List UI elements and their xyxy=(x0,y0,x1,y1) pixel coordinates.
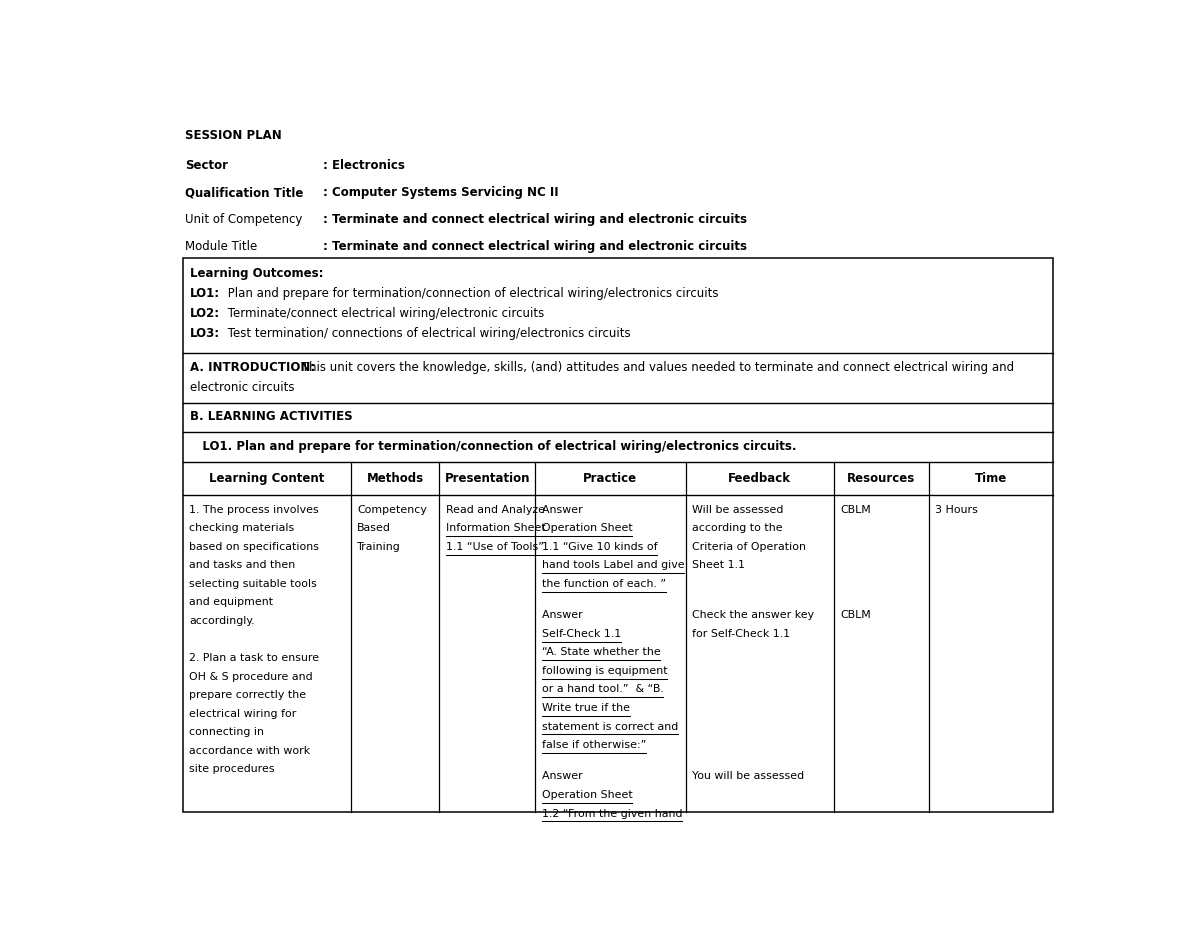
Text: accordance with work: accordance with work xyxy=(190,746,310,756)
Text: site procedures: site procedures xyxy=(190,765,275,774)
Text: or a hand tool.”  & “B.: or a hand tool.” & “B. xyxy=(541,684,664,694)
Text: Training: Training xyxy=(358,541,401,552)
Text: Write true if the: Write true if the xyxy=(541,703,630,713)
Text: Answer: Answer xyxy=(541,610,586,620)
Text: Self-Check 1.1: Self-Check 1.1 xyxy=(541,629,620,639)
Text: Sheet 1.1: Sheet 1.1 xyxy=(692,560,745,570)
Text: 1.1 “Use of Tools”: 1.1 “Use of Tools” xyxy=(446,541,544,552)
Text: “A. State whether the: “A. State whether the xyxy=(541,647,660,657)
Text: based on specifications: based on specifications xyxy=(190,541,319,552)
Text: Check the answer key: Check the answer key xyxy=(692,610,815,620)
Text: the function of each. ”: the function of each. ” xyxy=(541,578,666,589)
Text: Sector: Sector xyxy=(185,159,228,172)
Text: LO1. Plan and prepare for termination/connection of electrical wiring/electronic: LO1. Plan and prepare for termination/co… xyxy=(190,439,797,452)
Text: statement is correct and: statement is correct and xyxy=(541,721,678,731)
Text: This unit covers the knowledge, skills, (and) attitudes and values needed to ter: This unit covers the knowledge, skills, … xyxy=(298,362,1014,375)
Text: Learning Outcomes:: Learning Outcomes: xyxy=(190,267,324,280)
Text: : Electronics: : Electronics xyxy=(323,159,404,172)
Text: : Terminate and connect electrical wiring and electronic circuits: : Terminate and connect electrical wirin… xyxy=(323,240,746,253)
Text: following is equipment: following is equipment xyxy=(541,666,667,676)
Text: Practice: Practice xyxy=(583,472,637,485)
Text: LO1:: LO1: xyxy=(190,286,220,299)
Text: Feedback: Feedback xyxy=(728,472,791,485)
Text: Answer: Answer xyxy=(541,771,586,781)
Text: B. LEARNING ACTIVITIES: B. LEARNING ACTIVITIES xyxy=(190,411,353,424)
Text: false if otherwise:”: false if otherwise:” xyxy=(541,740,646,750)
Text: Resources: Resources xyxy=(847,472,916,485)
Text: LO2:: LO2: xyxy=(190,307,220,320)
Text: Terminate/connect electrical wiring/electronic circuits: Terminate/connect electrical wiring/elec… xyxy=(224,307,545,320)
Text: 1. The process involves: 1. The process involves xyxy=(190,504,319,514)
Text: Based: Based xyxy=(358,523,391,533)
Bar xyxy=(182,259,1054,812)
Text: Learning Content: Learning Content xyxy=(209,472,324,485)
Text: SESSION PLAN: SESSION PLAN xyxy=(185,129,282,142)
Text: accordingly.: accordingly. xyxy=(190,616,254,626)
Text: Unit of Competency: Unit of Competency xyxy=(185,213,302,226)
Text: electrical wiring for: electrical wiring for xyxy=(190,708,296,718)
Text: and tasks and then: and tasks and then xyxy=(190,560,295,570)
Text: : Computer Systems Servicing NC II: : Computer Systems Servicing NC II xyxy=(323,186,559,199)
Text: for Self-Check 1.1: for Self-Check 1.1 xyxy=(692,629,791,639)
Text: LO3:: LO3: xyxy=(190,327,220,340)
Text: Methods: Methods xyxy=(366,472,424,485)
Text: 1.1 “Give 10 kinds of: 1.1 “Give 10 kinds of xyxy=(541,541,658,552)
Text: and equipment: and equipment xyxy=(190,597,274,607)
Text: 3 Hours: 3 Hours xyxy=(935,504,978,514)
Text: Read and Analyze: Read and Analyze xyxy=(446,504,545,514)
Text: checking materials: checking materials xyxy=(190,523,294,533)
Text: You will be assessed: You will be assessed xyxy=(692,771,804,781)
Text: connecting in: connecting in xyxy=(190,728,264,737)
Text: Qualification Title: Qualification Title xyxy=(185,186,304,199)
Text: according to the: according to the xyxy=(692,523,782,533)
Text: hand tools Label and give: hand tools Label and give xyxy=(541,560,684,570)
Text: Operation Sheet: Operation Sheet xyxy=(541,523,632,533)
Text: OH & S procedure and: OH & S procedure and xyxy=(190,671,313,681)
Text: Presentation: Presentation xyxy=(444,472,530,485)
Text: Plan and prepare for termination/connection of electrical wiring/electronics cir: Plan and prepare for termination/connect… xyxy=(224,286,719,299)
Text: Time: Time xyxy=(974,472,1007,485)
Text: Will be assessed: Will be assessed xyxy=(692,504,784,514)
Text: Operation Sheet: Operation Sheet xyxy=(541,790,632,800)
Text: selecting suitable tools: selecting suitable tools xyxy=(190,578,317,589)
Text: 1.2 “From the given hand: 1.2 “From the given hand xyxy=(541,808,682,819)
Text: : Terminate and connect electrical wiring and electronic circuits: : Terminate and connect electrical wirin… xyxy=(323,213,746,226)
Text: CBLM: CBLM xyxy=(840,504,871,514)
Text: Criteria of Operation: Criteria of Operation xyxy=(692,541,806,552)
Text: Information Sheet: Information Sheet xyxy=(446,523,546,533)
Text: Test termination/ connections of electrical wiring/electronics circuits: Test termination/ connections of electri… xyxy=(224,327,631,340)
Text: electronic circuits: electronic circuits xyxy=(190,381,294,394)
Text: Answer: Answer xyxy=(541,504,586,514)
Text: 2. Plan a task to ensure: 2. Plan a task to ensure xyxy=(190,653,319,663)
Text: A. INTRODUCTION:: A. INTRODUCTION: xyxy=(190,362,316,375)
Text: CBLM: CBLM xyxy=(840,610,871,620)
Text: Module Title: Module Title xyxy=(185,240,258,253)
Text: Competency: Competency xyxy=(358,504,427,514)
Text: prepare correctly the: prepare correctly the xyxy=(190,690,306,700)
